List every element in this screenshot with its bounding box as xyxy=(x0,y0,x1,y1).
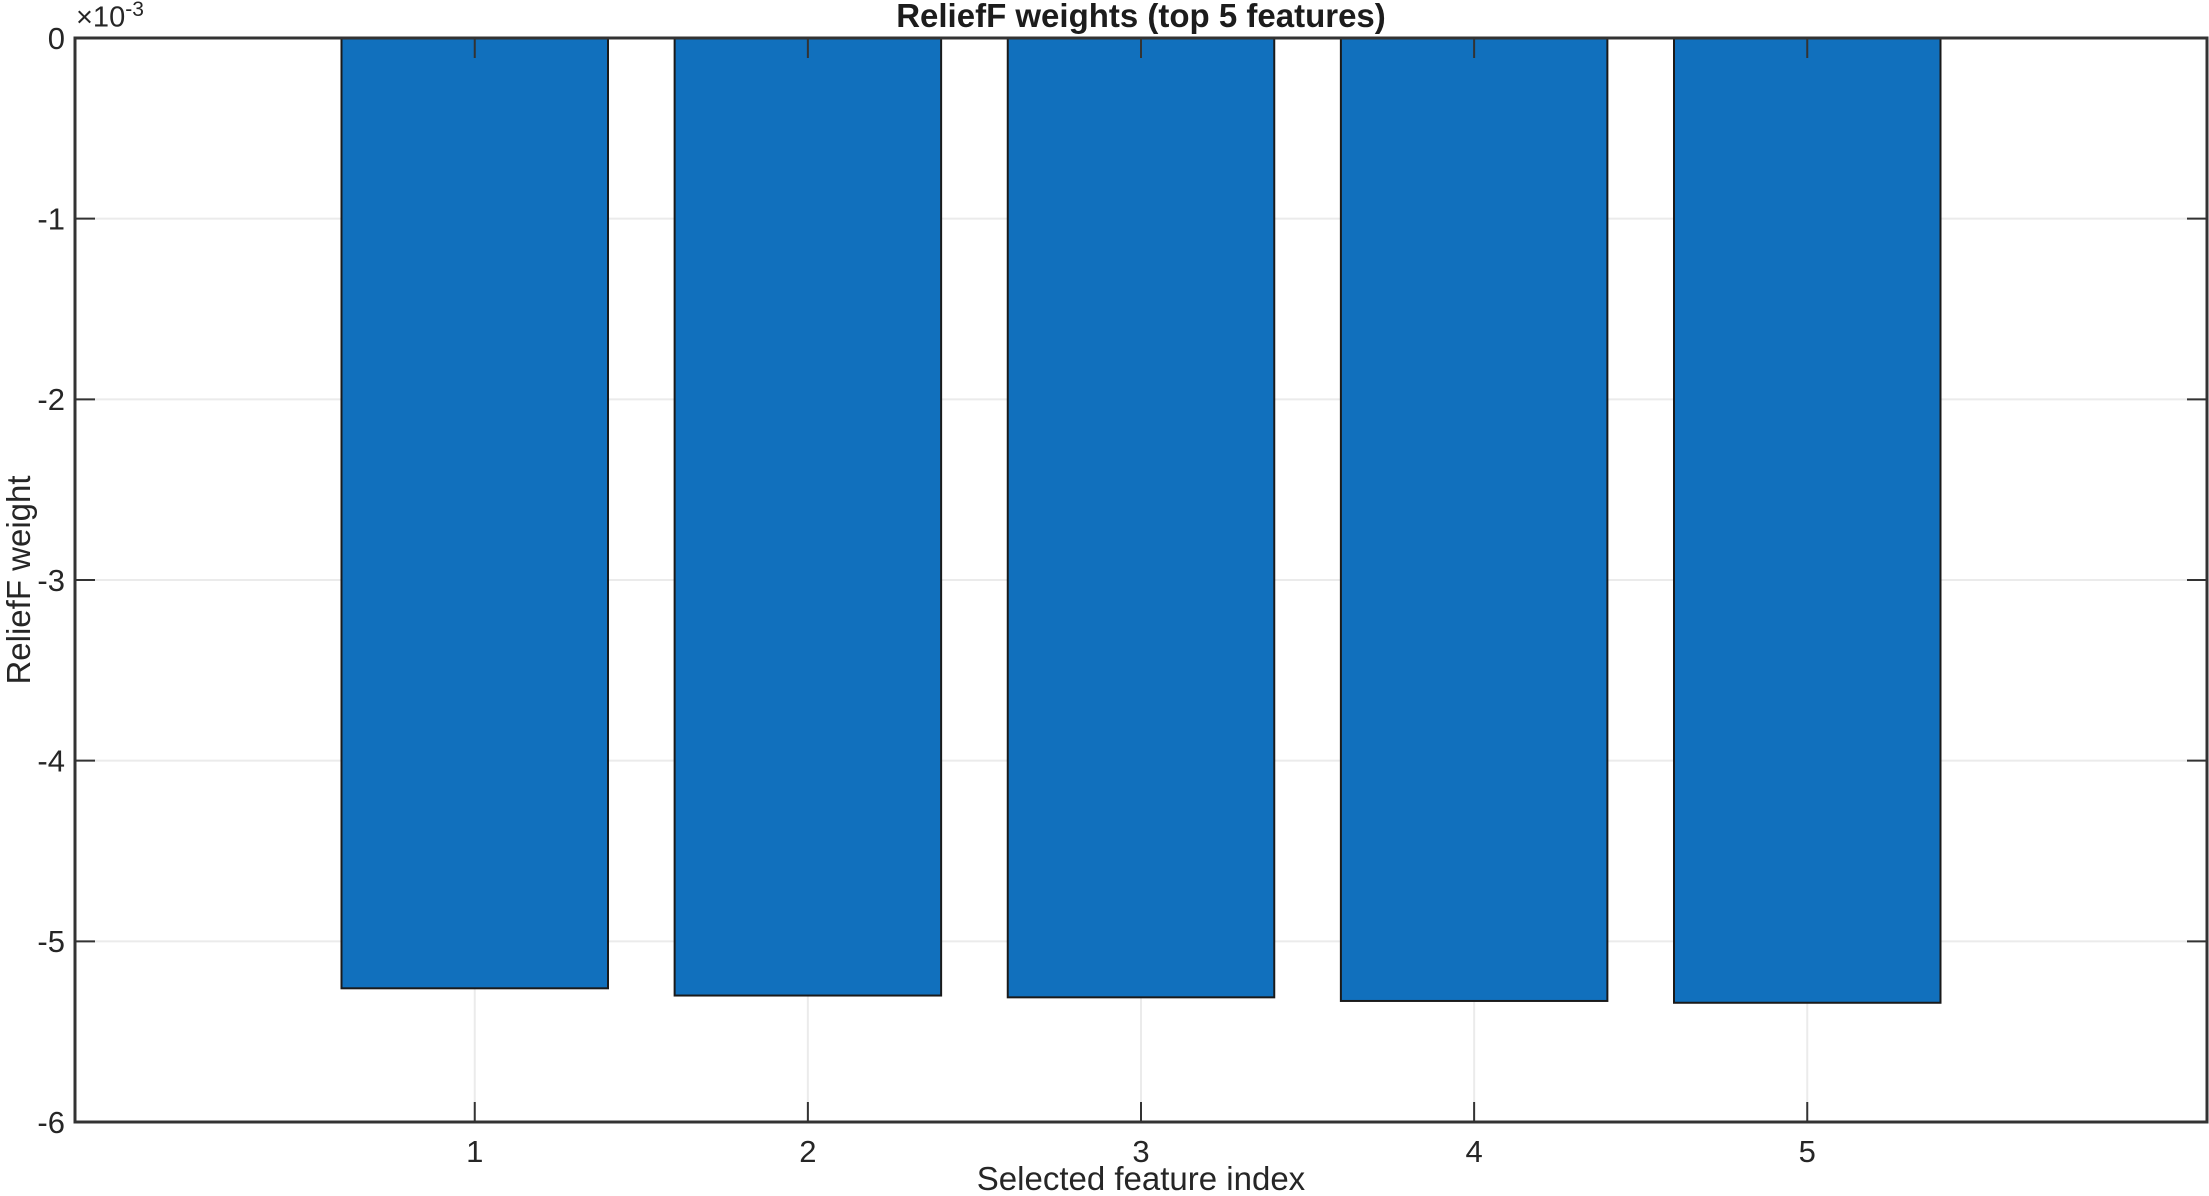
x-tick-label: 4 xyxy=(1466,1134,1483,1169)
y-tick-label: -4 xyxy=(37,744,65,779)
y-tick-label: -2 xyxy=(37,382,65,417)
y-tick-label: -3 xyxy=(37,563,65,598)
bar-4 xyxy=(1339,37,1609,1002)
bar-5 xyxy=(1673,37,1942,1004)
x-tick-label: 2 xyxy=(799,1134,816,1169)
y-axis-multiplier: ×10-3 xyxy=(76,0,144,35)
y-tick-label: -6 xyxy=(37,1105,65,1140)
y-tick-label: 0 xyxy=(48,21,65,56)
x-tick-label: 5 xyxy=(1799,1134,1816,1169)
chart-title: ReliefF weights (top 5 features) xyxy=(896,0,1386,34)
x-tick-label: 3 xyxy=(1132,1134,1149,1169)
y-axis-multiplier-base: ×10 xyxy=(76,1,126,34)
x-axis-label: Selected feature index xyxy=(976,1160,1306,1196)
y-tick-label: -1 xyxy=(37,202,65,237)
bar-1 xyxy=(340,37,609,990)
bar-3 xyxy=(1006,37,1276,999)
y-tick-label: -5 xyxy=(37,924,65,959)
bar-2 xyxy=(673,37,943,997)
y-axis-label: ReliefF weight xyxy=(0,475,37,685)
x-tick-label: 1 xyxy=(466,1134,483,1169)
y-axis-multiplier-exp: -3 xyxy=(125,0,144,21)
